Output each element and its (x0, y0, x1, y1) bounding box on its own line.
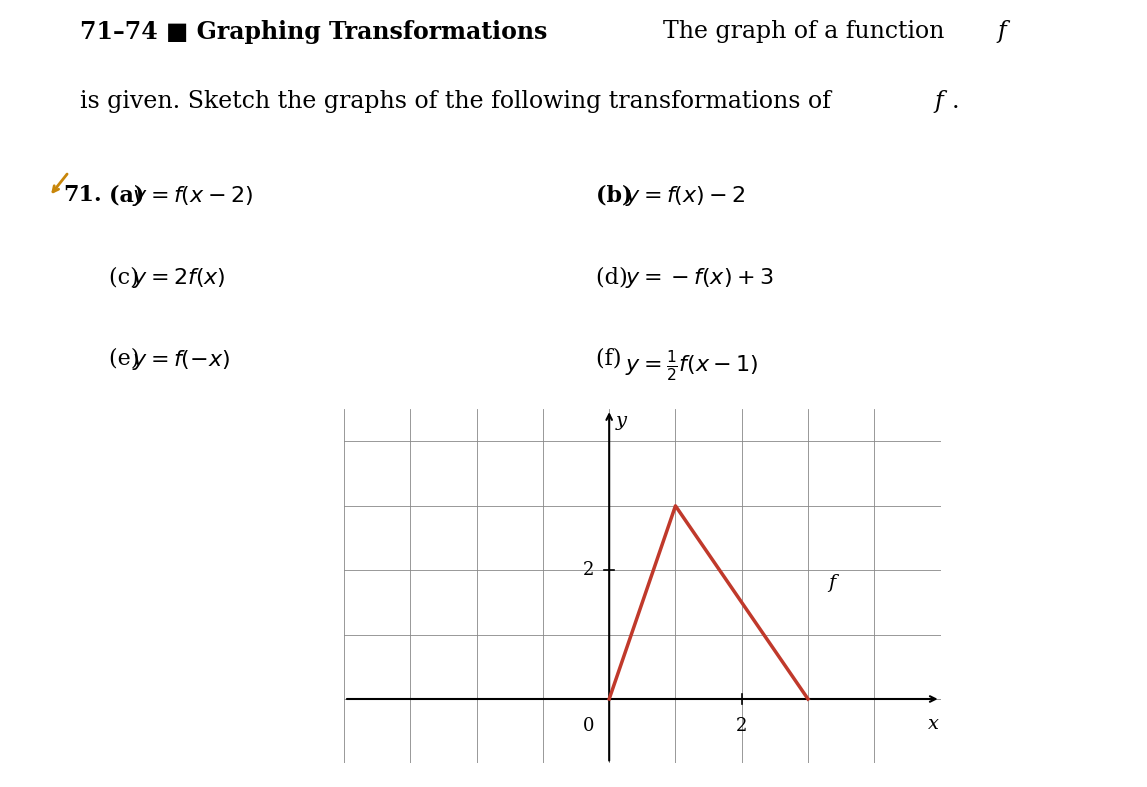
Text: (a): (a) (109, 184, 159, 206)
Text: The graph of a function: The graph of a function (648, 20, 952, 43)
Text: f: f (935, 90, 944, 113)
Text: $y = f(x-2)$: $y = f(x-2)$ (132, 184, 252, 208)
Text: is given. Sketch the graphs of the following transformations of: is given. Sketch the graphs of the follo… (80, 90, 838, 113)
Text: (d): (d) (596, 266, 642, 288)
Text: 71–74 ■ Graphing Transformations: 71–74 ■ Graphing Transformations (80, 20, 547, 44)
Text: y: y (616, 412, 626, 430)
Text: $y = f(-x)$: $y = f(-x)$ (132, 348, 231, 371)
Text: (e): (e) (109, 348, 154, 370)
Text: x: x (928, 715, 939, 733)
Text: 71.: 71. (63, 184, 102, 206)
Text: .: . (952, 90, 960, 113)
Text: (c): (c) (109, 266, 153, 288)
Text: $y = 2f(x)$: $y = 2f(x)$ (132, 266, 226, 290)
Text: (b): (b) (596, 184, 648, 206)
Text: f: f (998, 20, 1007, 43)
Text: 2: 2 (583, 561, 594, 579)
Text: 2: 2 (736, 717, 748, 735)
Text: (f): (f) (596, 348, 637, 370)
Text: $y = f(x) - 2$: $y = f(x) - 2$ (625, 184, 746, 208)
Text: 0: 0 (583, 717, 594, 735)
Text: $y = \frac{1}{2}f(x-1)$: $y = \frac{1}{2}f(x-1)$ (625, 348, 758, 382)
Text: f: f (828, 574, 835, 592)
Text: $y = -f(x) + 3$: $y = -f(x) + 3$ (625, 266, 773, 290)
